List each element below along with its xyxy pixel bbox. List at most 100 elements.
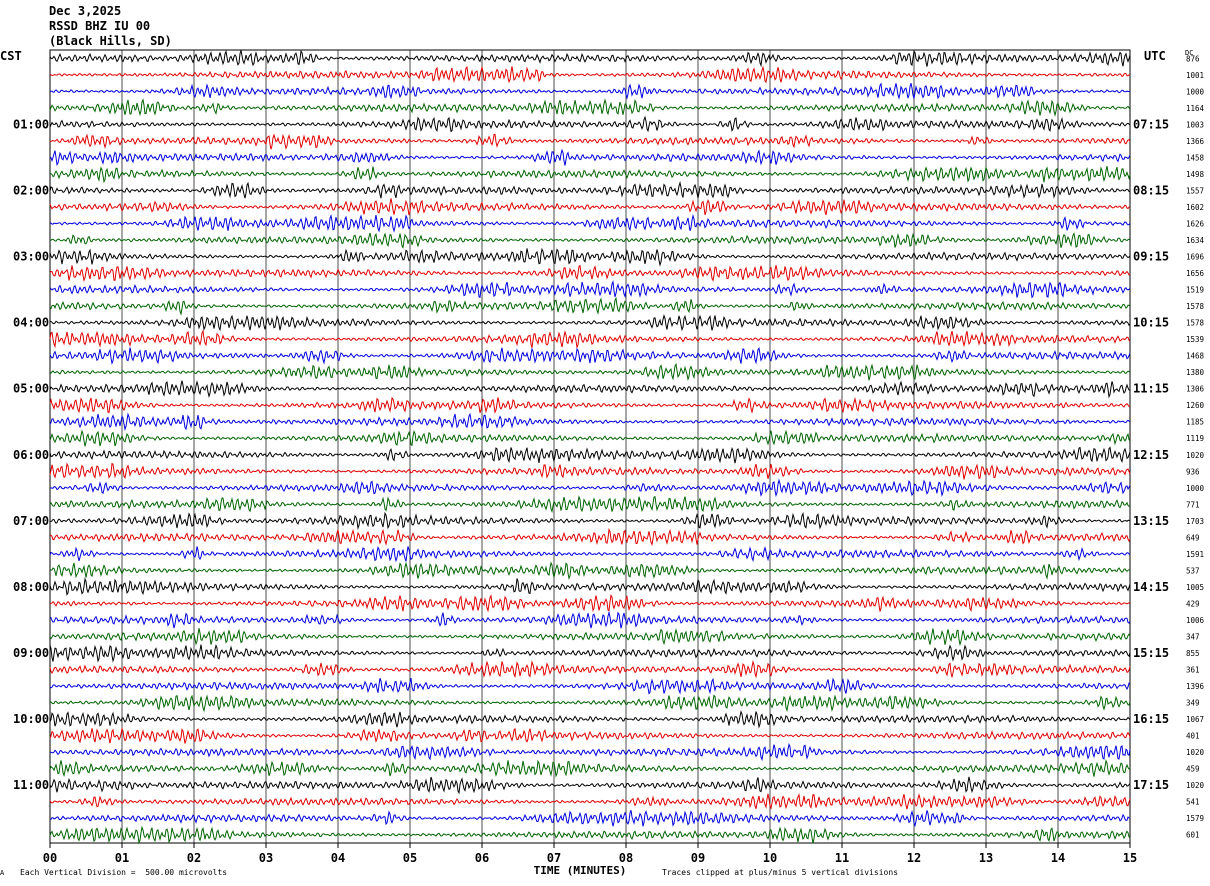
x-tick-label: 04 xyxy=(331,851,345,865)
right-hour-label: 14:15 xyxy=(1133,580,1169,594)
seismic-trace xyxy=(49,511,1131,530)
dc-offset-label: 876 xyxy=(1186,54,1200,63)
seismic-trace xyxy=(49,65,1131,84)
seismic-trace xyxy=(49,232,1131,249)
seismic-trace xyxy=(49,627,1131,647)
dc-offset-label: 936 xyxy=(1186,467,1200,476)
seismic-trace xyxy=(49,710,1131,729)
dc-offset-label: 1557 xyxy=(1186,186,1204,195)
dc-offset-label: 1539 xyxy=(1186,335,1204,344)
dc-offset-label: 1185 xyxy=(1186,418,1204,427)
x-tick-label: 14 xyxy=(1051,851,1065,865)
dc-offset-label: 601 xyxy=(1186,831,1200,840)
left-hour-label: 06:00 xyxy=(13,448,49,462)
dc-offset-label: 771 xyxy=(1186,500,1200,509)
seismic-trace xyxy=(49,643,1131,663)
x-tick-label: 06 xyxy=(475,851,489,865)
dc-offset-label: 1498 xyxy=(1186,170,1205,179)
right-hour-label: 08:15 xyxy=(1133,183,1169,197)
left-hour-label: 04:00 xyxy=(13,316,49,330)
seismic-trace xyxy=(49,380,1131,399)
dc-offset-label: 429 xyxy=(1186,599,1200,608)
right-hour-label: 10:15 xyxy=(1133,316,1169,330)
seismic-trace xyxy=(49,264,1131,283)
seismic-trace xyxy=(49,495,1131,514)
left-hour-label: 10:00 xyxy=(13,712,49,726)
plot-frame xyxy=(49,49,1131,844)
seismic-trace xyxy=(49,793,1131,810)
seismic-trace xyxy=(49,462,1131,480)
dc-offset-label: 541 xyxy=(1186,798,1200,807)
seismic-trace xyxy=(49,742,1131,762)
seismic-trace xyxy=(49,82,1131,100)
dc-offset-label: 1634 xyxy=(1186,236,1205,245)
seismic-trace xyxy=(49,148,1131,166)
right-hour-label: 13:15 xyxy=(1133,514,1169,528)
dc-offset-label: 1468 xyxy=(1186,352,1205,361)
dc-offset-label: 459 xyxy=(1186,765,1200,774)
dc-offset-label: 1578 xyxy=(1186,302,1205,311)
dc-offset-label: 1000 xyxy=(1186,484,1205,493)
dc-offset-label: 1396 xyxy=(1186,682,1205,691)
right-hour-label: 11:15 xyxy=(1133,382,1169,396)
dc-offset-label: 1703 xyxy=(1186,517,1204,526)
dc-offset-label: 1306 xyxy=(1186,385,1205,394)
seismic-trace xyxy=(49,198,1131,216)
x-axis-label: TIME (MINUTES) xyxy=(534,864,627,877)
dc-offset-label: 1626 xyxy=(1186,219,1205,228)
dc-offset-label: 1260 xyxy=(1186,401,1205,410)
seismic-trace xyxy=(49,247,1131,267)
right-hour-label: 15:15 xyxy=(1133,646,1169,660)
left-hour-label: 05:00 xyxy=(13,382,49,396)
seismic-trace xyxy=(49,825,1131,845)
dc-offset-label: 1578 xyxy=(1186,319,1205,328)
clip-note: Traces clipped at plus/minus 5 vertical … xyxy=(662,868,899,877)
seismic-trace xyxy=(49,362,1131,382)
dc-offset-label: 855 xyxy=(1186,649,1200,658)
dc-offset-label: 347 xyxy=(1186,632,1200,641)
right-hour-label: 12:15 xyxy=(1133,448,1169,462)
x-tick-label: 09 xyxy=(691,851,705,865)
seismic-trace xyxy=(49,280,1131,299)
seismic-trace xyxy=(49,180,1131,199)
seismic-trace xyxy=(49,659,1131,679)
seismic-trace xyxy=(49,776,1131,795)
dc-offset-label: 1602 xyxy=(1186,203,1204,212)
dc-offset-label: 1579 xyxy=(1186,814,1204,823)
dc-offset-label: 649 xyxy=(1186,533,1200,542)
right-timezone-label: UTC xyxy=(1144,49,1166,63)
seismic-trace xyxy=(49,412,1131,432)
seismic-trace xyxy=(49,593,1131,613)
dc-offset-label: 1005 xyxy=(1186,583,1204,592)
seismic-trace xyxy=(49,610,1131,629)
seismic-trace xyxy=(49,527,1131,547)
seismic-trace xyxy=(49,296,1131,316)
seismic-trace xyxy=(49,546,1131,563)
dc-offset-label: 1000 xyxy=(1186,87,1205,96)
left-hour-label: 07:00 xyxy=(13,514,49,528)
left-hour-label: 11:00 xyxy=(13,778,49,792)
dc-offset-label: 537 xyxy=(1186,566,1200,575)
x-tick-label: 13 xyxy=(979,851,993,865)
x-tick-label: 02 xyxy=(187,851,201,865)
dc-offset-label: 361 xyxy=(1186,666,1200,675)
dc-offset-label: 1119 xyxy=(1186,434,1204,443)
dc-offset-label: 349 xyxy=(1186,699,1200,708)
x-tick-label: 01 xyxy=(115,851,129,865)
dc-label: DC xyxy=(1185,49,1194,57)
seismic-trace xyxy=(49,347,1131,365)
seismic-trace xyxy=(49,396,1131,414)
seismic-trace xyxy=(49,49,1131,68)
seismic-trace xyxy=(49,98,1131,117)
seismic-trace xyxy=(49,561,1131,581)
dc-offset-label: 1519 xyxy=(1186,286,1204,295)
right-hour-label: 17:15 xyxy=(1133,778,1169,792)
left-hour-label: 03:00 xyxy=(13,250,49,264)
dc-offset-label: 1067 xyxy=(1186,715,1204,724)
station-label: RSSD BHZ IU 00 xyxy=(49,19,151,33)
dc-offset-label: 401 xyxy=(1186,732,1200,741)
dc-offset-label: 1458 xyxy=(1186,153,1205,162)
right-hour-label: 09:15 xyxy=(1133,250,1169,264)
left-hour-label: 08:00 xyxy=(13,580,49,594)
dc-offset-label: 1380 xyxy=(1186,368,1205,377)
